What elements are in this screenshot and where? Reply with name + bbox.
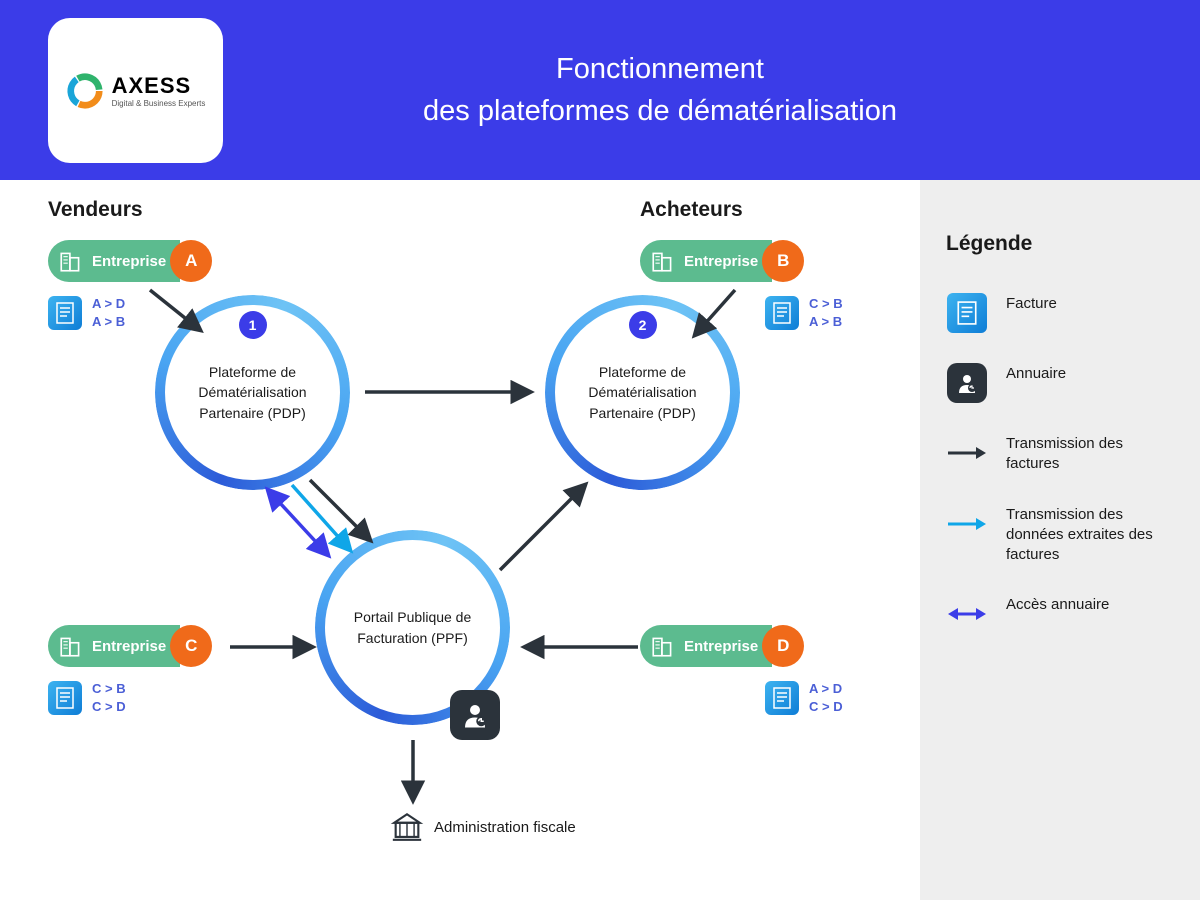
arrow-annuaire-bi — [268, 490, 328, 555]
annuaire-icon — [450, 690, 500, 740]
node-pdp2: 2 Plateforme de Dématérialisation Parten… — [545, 295, 740, 490]
invoice-icon — [48, 681, 82, 715]
building-icon — [650, 248, 676, 274]
header: AXESS Digital & Business Experts Fonctio… — [0, 0, 1200, 180]
note-b: C > BA > B — [765, 295, 843, 330]
logo-text: AXESS — [112, 73, 206, 99]
enterprise-c: Entreprise C — [48, 625, 212, 667]
legend-title: Légende — [946, 232, 1174, 256]
arrow-pdp1-to-ppf — [310, 480, 370, 540]
arrow-dark-icon — [946, 443, 988, 463]
enterprise-b: Entreprise B — [640, 240, 804, 282]
building-icon — [58, 248, 84, 274]
note-c: C > BC > D — [48, 680, 126, 715]
legend-transmission-factures: Transmission des factures — [946, 432, 1174, 475]
enterprise-d: Entreprise D — [640, 625, 804, 667]
badge-1: 1 — [239, 311, 267, 339]
arrow-double-icon — [946, 604, 988, 624]
legend-transmission-donnees: Transmission des données extraites des f… — [946, 503, 1174, 566]
bank-icon — [390, 810, 424, 844]
axess-logo-icon — [66, 72, 104, 110]
invoice-icon — [765, 681, 799, 715]
note-a: A > DA > B — [48, 295, 125, 330]
arrows-layer — [0, 180, 920, 900]
invoice-icon — [947, 293, 987, 333]
note-d: A > DC > D — [765, 680, 843, 715]
building-icon — [650, 633, 676, 659]
invoice-icon — [48, 296, 82, 330]
arrow-data-pdp-to-ppf — [292, 485, 350, 550]
legend-facture: Facture — [946, 292, 1174, 334]
directory-icon — [947, 363, 987, 403]
building-icon — [58, 633, 84, 659]
legend-annuaire: Annuaire — [946, 362, 1174, 404]
logo-card: AXESS Digital & Business Experts — [48, 18, 223, 163]
legend-acces-annuaire: Accès annuaire — [946, 593, 1174, 635]
label-acheteurs: Acheteurs — [640, 198, 743, 222]
arrow-blue-icon — [946, 514, 988, 534]
legend-panel: Légende Facture Annuaire Transmission de… — [920, 180, 1200, 900]
admin-fiscale: Administration fiscale — [390, 810, 576, 844]
badge-2: 2 — [629, 311, 657, 339]
diagram-canvas: Vendeurs Acheteurs Entreprise A Entrepri… — [0, 180, 920, 900]
label-vendeurs: Vendeurs — [48, 198, 143, 222]
invoice-icon — [765, 296, 799, 330]
arrow-ppf-to-pdp2 — [500, 485, 585, 570]
enterprise-a: Entreprise A — [48, 240, 212, 282]
logo-tagline: Digital & Business Experts — [112, 99, 206, 108]
node-pdp1: 1 Plateforme de Dématérialisation Parten… — [155, 295, 350, 490]
